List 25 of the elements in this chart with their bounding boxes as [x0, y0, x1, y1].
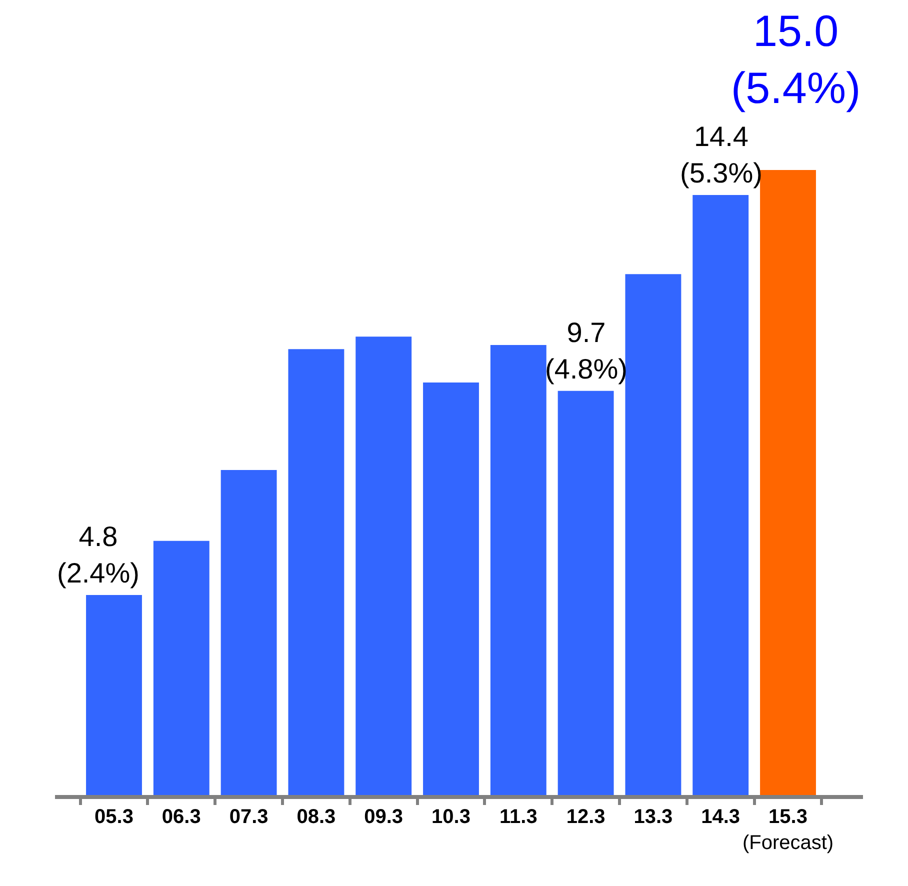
x-tick-label: 13.3 [634, 806, 673, 828]
x-tick-label: 10.3 [432, 806, 470, 828]
x-tick-label: 11.3 [499, 806, 538, 828]
data-label: 14.4 (5.3%) [680, 121, 762, 188]
bar [760, 170, 816, 795]
data-label: 4.8 (2.4%) [57, 521, 140, 588]
bar [423, 382, 479, 795]
x-tick-label: 12.3 [566, 806, 606, 828]
data-label: 15.0 (5.4%) [731, 7, 861, 114]
bar [625, 274, 682, 795]
bar [558, 390, 614, 795]
bar [356, 336, 412, 795]
x-tick-label: 15.3 (Forecast) [742, 806, 834, 854]
bar [153, 540, 210, 795]
x-tick-label: 06.3 [162, 806, 201, 828]
bar [490, 345, 546, 795]
bar [220, 470, 277, 795]
bar [288, 349, 344, 795]
bar [692, 195, 749, 795]
x-tick-label: 07.3 [229, 806, 268, 828]
x-tick-label: 08.3 [296, 806, 336, 828]
x-tick-label: 05.3 [94, 806, 134, 828]
x-tick-label: 09.3 [364, 806, 404, 828]
bar [86, 595, 142, 795]
x-tick-label: 14.3 [701, 806, 740, 828]
